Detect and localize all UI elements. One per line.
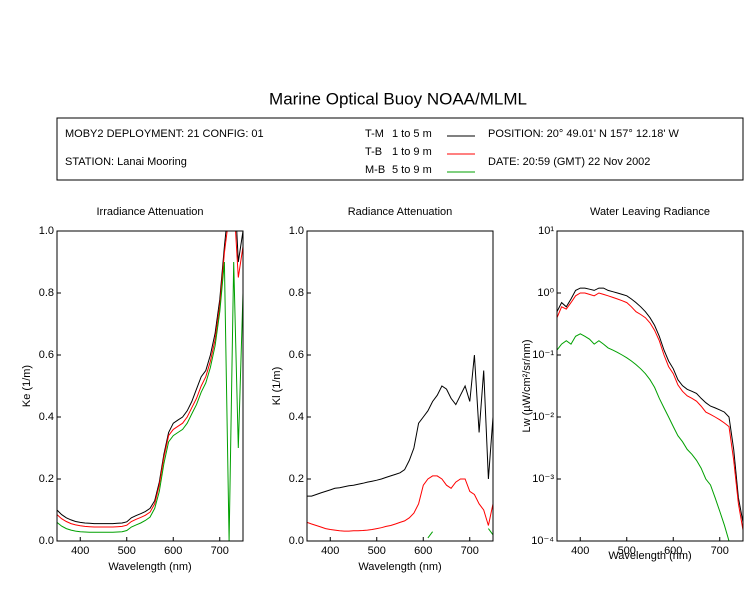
panel-title: Irradiance Attenuation: [96, 206, 203, 218]
plot-frame: [556, 230, 744, 542]
panel: Water Leaving Radiance Wavelength (nm) Lw …: [521, 206, 744, 562]
y-axis-label: Kl (1/m): [271, 367, 283, 406]
x-tick-label: 600: [414, 545, 432, 557]
plot-area: [57, 231, 243, 541]
legend-depth: 1 to 5 m: [392, 128, 432, 140]
series-line: [57, 261, 243, 541]
series-line: [57, 231, 243, 528]
y-tick-label: 0.4: [39, 411, 54, 423]
y-tick-label: 0.2: [39, 473, 54, 485]
page-title: Marine Optical Buoy NOAA/MLML: [269, 89, 527, 108]
series-line: [307, 475, 493, 532]
plot-area: [307, 354, 493, 539]
x-tick-label: 500: [618, 545, 636, 557]
position: POSITION: 20° 49.01' N 157° 12.18' W: [488, 128, 680, 140]
date: DATE: 20:59 (GMT) 22 Nov 2002: [488, 156, 650, 168]
legend-depth: 5 to 9 m: [392, 164, 432, 176]
x-tick-label: 400: [321, 545, 339, 557]
y-tick-label: 10⁰: [537, 287, 554, 299]
y-tick-label: 1.0: [289, 225, 304, 237]
info-box: [56, 117, 744, 181]
y-axis-label: Lw (µW/cm²/sr/nm): [521, 339, 533, 432]
deployment: MOBY2 DEPLOYMENT: 21 CONFIG: 01: [65, 128, 264, 140]
y-tick-label: 0.0: [289, 535, 304, 547]
panel-title: Water Leaving Radiance: [590, 206, 710, 218]
series-line: [557, 292, 743, 531]
series-line: [427, 528, 493, 539]
station: STATION: Lanai Mooring: [65, 156, 187, 168]
legend-name: M-B: [365, 164, 385, 176]
panel: Radiance Attenuation Wavelength (nm) Kl (1…: [271, 206, 494, 573]
x-tick-label: 700: [711, 545, 729, 557]
plot-area: [557, 287, 743, 541]
x-tick-label: 500: [368, 545, 386, 557]
x-tick-label: 600: [164, 545, 182, 557]
y-tick-label: 10⁻²: [532, 411, 554, 423]
x-axis-label: Wavelength (nm): [108, 561, 191, 573]
y-tick-label: 0.4: [289, 411, 304, 423]
y-tick-label: 10⁻¹: [532, 349, 554, 361]
y-tick-label: 0.8: [39, 287, 54, 299]
panel: Irradiance Attenuation Wavelength (nm) Ke …: [21, 206, 244, 573]
x-tick-label: 700: [461, 545, 479, 557]
series-line: [57, 231, 243, 525]
x-tick-label: 700: [211, 545, 229, 557]
x-axis-label: Wavelength (nm): [358, 561, 441, 573]
x-axis-label: Wavelength (nm): [608, 550, 691, 562]
x-tick-label: 400: [71, 545, 89, 557]
series-line: [557, 287, 743, 523]
panel-title: Radiance Attenuation: [348, 206, 453, 218]
y-tick-label: 10⁻³: [532, 473, 554, 485]
y-tick-label: 10⁻⁴: [531, 535, 554, 547]
legend-name: T-B: [365, 146, 382, 158]
y-tick-label: 0.2: [289, 473, 304, 485]
legend-name: T-M: [365, 128, 384, 140]
x-tick-label: 600: [664, 545, 682, 557]
series-line: [307, 354, 493, 497]
plot-frame: [56, 230, 244, 542]
legend: T-M 1 to 5 m T-B 1 to 9 m M-B 5 to 9 m: [365, 128, 475, 176]
y-tick-label: 10¹: [538, 225, 554, 237]
y-axis-label: Ke (1/m): [21, 365, 33, 407]
plot-frame: [306, 230, 494, 542]
series-line: [557, 333, 730, 541]
y-tick-label: 0.6: [39, 349, 54, 361]
legend-depth: 1 to 9 m: [392, 146, 432, 158]
x-tick-label: 500: [118, 545, 136, 557]
y-tick-label: 0.6: [289, 349, 304, 361]
y-tick-label: 0.0: [39, 535, 54, 547]
y-tick-label: 1.0: [39, 225, 54, 237]
y-tick-label: 0.8: [289, 287, 304, 299]
x-tick-label: 400: [571, 545, 589, 557]
